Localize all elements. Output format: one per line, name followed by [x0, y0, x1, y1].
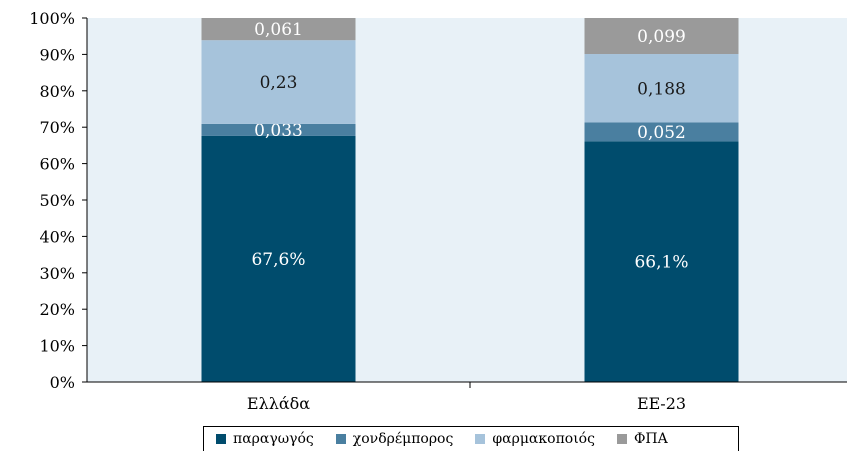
y-tick-label: 80%: [39, 82, 75, 101]
legend-swatch: [475, 434, 486, 444]
legend: παραγωγός χονδρέμπορος φαρμακοποιός ΦΠΑ: [203, 426, 739, 451]
bar-segment: [201, 40, 356, 124]
x-axis: Ελλάδα ΕΕ-23: [87, 381, 847, 413]
x-category-label: ΕΕ-23: [637, 394, 686, 413]
data-label: 0,061: [254, 20, 303, 40]
bar-segment: [201, 135, 356, 382]
x-category-label: Ελλάδα: [247, 394, 310, 413]
data-label: 0,033: [254, 121, 303, 141]
legend-label: χονδρέμπορος: [352, 431, 454, 447]
legend-label: παραγωγός: [233, 431, 314, 447]
y-tick-label: 40%: [39, 227, 75, 246]
legend-swatch: [216, 434, 226, 444]
bar-segment: [584, 18, 739, 55]
y-tick-label: 50%: [39, 191, 75, 210]
y-tick-label: 20%: [39, 300, 75, 319]
bar-segment: [584, 122, 739, 142]
legend-item: χονδρέμπορος: [335, 431, 454, 447]
data-label: 0,052: [637, 123, 686, 143]
y-axis: 0% 10% 20% 30% 40% 50% 60% 70% 80% 90% 100%: [29, 9, 88, 392]
y-tick-label: 90%: [39, 45, 75, 64]
data-label: 0,099: [637, 27, 686, 47]
legend-item: φαρμακοποιός: [475, 431, 595, 447]
y-tick-label: 60%: [39, 155, 75, 174]
bar-segment: [584, 141, 739, 382]
bars: 67,6% 0,033 0,23 0,061 66,1% 0,052 0,188 0,099: [201, 18, 739, 382]
data-label: 66,1%: [634, 253, 688, 273]
bar-segment: [201, 18, 356, 41]
legend-label: ΦΠΑ: [633, 431, 668, 447]
legend-item: παραγωγός: [216, 431, 314, 447]
bar-segment: [584, 54, 739, 123]
bar-segment: [201, 123, 356, 136]
legend-item: ΦΠΑ: [616, 431, 668, 447]
y-tick-label: 10%: [39, 337, 75, 356]
legend-swatch: [616, 434, 627, 444]
y-tick-label: 70%: [39, 118, 75, 137]
data-label: 0,188: [637, 79, 686, 99]
data-label: 67,6%: [251, 250, 305, 270]
data-label: 0,23: [260, 73, 298, 93]
y-tick-label: 0%: [50, 373, 75, 392]
y-tick-label: 100%: [29, 9, 75, 28]
y-tick-label: 30%: [39, 264, 75, 283]
legend-swatch: [335, 434, 346, 444]
legend-label: φαρμακοποιός: [492, 431, 595, 447]
